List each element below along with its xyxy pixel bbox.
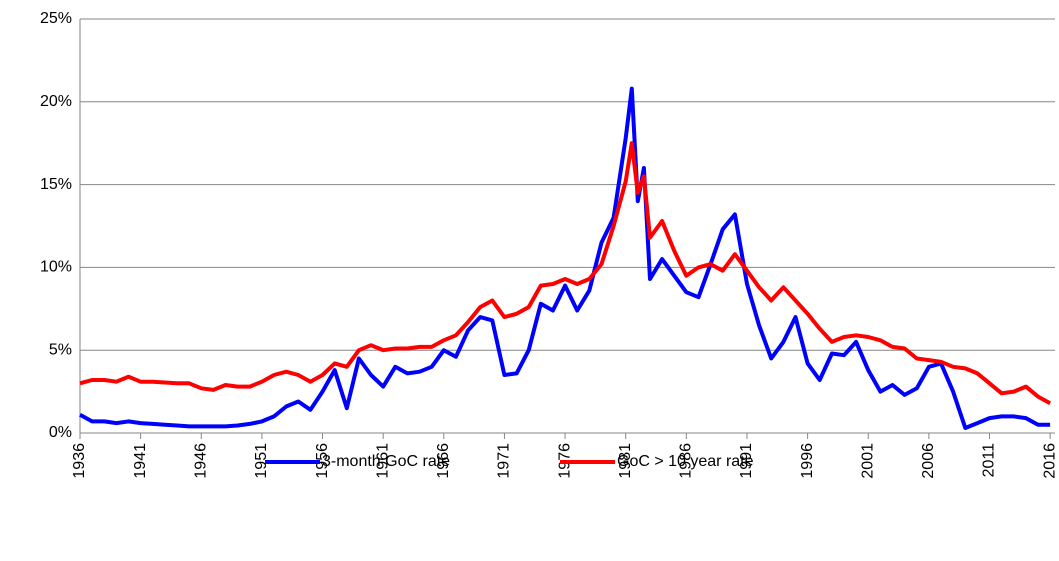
x-tick-label: 1956 — [314, 443, 331, 479]
x-tick-label: 1941 — [132, 443, 149, 479]
x-tick-label: 1991 — [738, 443, 755, 479]
y-tick-label: 15% — [40, 176, 72, 193]
x-tick-label: 1981 — [617, 443, 634, 479]
y-tick-label: 0% — [49, 424, 72, 441]
x-tick-label: 2006 — [920, 443, 937, 479]
legend-label: 3-month GoC rate — [322, 453, 450, 470]
y-tick-label: 25% — [40, 10, 72, 27]
series-line — [79, 141, 1052, 405]
x-tick-label: 2011 — [981, 443, 998, 478]
x-tick-label: 1966 — [435, 443, 452, 479]
x-tick-label: 1986 — [678, 443, 695, 479]
x-tick-label: 2001 — [859, 443, 876, 479]
x-tick-label: 1936 — [71, 443, 88, 479]
x-tick-label: 1946 — [192, 443, 209, 479]
y-tick-label: 10% — [40, 259, 72, 276]
y-tick-label: 20% — [40, 93, 72, 110]
y-tick-label: 5% — [49, 341, 72, 358]
series-line — [79, 86, 1051, 430]
x-tick-label: 1971 — [496, 443, 513, 479]
x-tick-label: 1996 — [799, 443, 816, 479]
x-tick-label: 2016 — [1041, 443, 1058, 479]
x-tick-label: 1951 — [253, 443, 270, 479]
legend-label: GoC > 10 year rate — [617, 453, 754, 470]
x-tick-label: 1961 — [374, 443, 391, 479]
